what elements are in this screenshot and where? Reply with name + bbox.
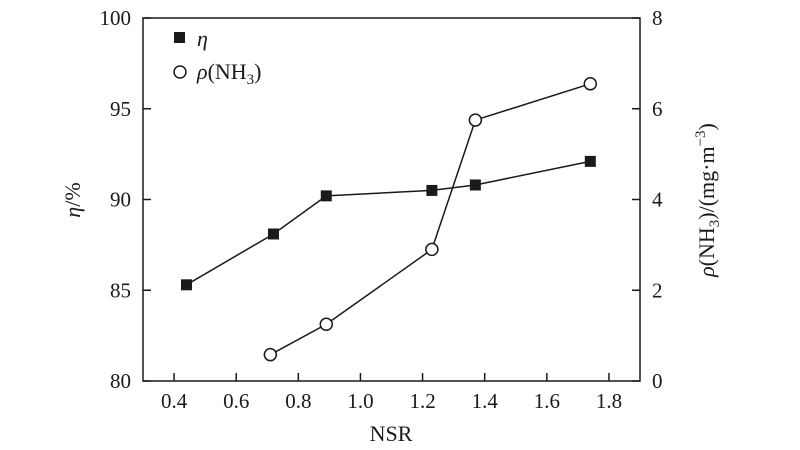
data-point-eta [469, 179, 481, 191]
y2-axis-post: ) [694, 123, 719, 130]
y-tick-label: 100 [100, 6, 132, 30]
legend-label-eta: η [197, 26, 208, 51]
legend-eta-symbol: η [197, 26, 208, 51]
data-point-eta [320, 190, 332, 202]
y-tick-label: 80 [110, 369, 131, 393]
y2-axis-sub: 3 [707, 220, 723, 228]
y2-axis-title: ρ(NH3)/(mg·m−3) [693, 123, 723, 278]
x-tick-label: 0.8 [285, 389, 311, 413]
y-tick-label: 90 [110, 188, 131, 212]
data-point-rho [425, 242, 439, 257]
series-line-1 [269, 83, 591, 356]
y2-tick-label: 4 [652, 188, 663, 212]
legend: η ρ(NH3) [173, 26, 262, 88]
x-tick-label: 1.0 [347, 389, 373, 413]
data-point-rho [583, 77, 598, 91]
y2-axis-mid: )/(mg·m [694, 146, 719, 219]
y2-tick-label: 6 [652, 97, 663, 121]
y-axis-right: 0 2 4 6 8 [632, 6, 663, 393]
legend-rho-pre: (NH [208, 59, 247, 84]
y2-tick-label: 0 [652, 369, 663, 393]
legend-rho-post: ) [254, 59, 261, 84]
legend-rho-symbol: ρ [196, 59, 208, 84]
data-point-eta [584, 155, 596, 167]
y2-tick-label: 2 [652, 278, 663, 302]
y-tick-label: 85 [110, 278, 131, 302]
legend-marker-rho [173, 65, 187, 79]
y2-tick-label: 8 [652, 6, 663, 30]
series-line-0 [186, 160, 591, 286]
data-point-rho [468, 113, 483, 127]
x-tick-label: 1.4 [472, 389, 499, 413]
data-point-rho [319, 317, 334, 332]
data-point-eta [267, 228, 279, 240]
data-point-rho [263, 347, 278, 362]
legend-rho-sub: 3 [247, 72, 255, 88]
x-tick-label: 1.6 [534, 389, 560, 413]
y2-axis-pre: (NH [694, 227, 719, 266]
y-axis-unit: /% [60, 182, 85, 206]
y-tick-label: 95 [110, 97, 131, 121]
y-axis-title: η/% [60, 182, 85, 217]
legend-marker-eta [174, 32, 185, 43]
x-tick-label: 1.8 [596, 389, 622, 413]
legend-label-rho: ρ(NH3) [196, 59, 262, 88]
x-tick-label: 1.2 [409, 389, 435, 413]
x-tick-label: 0.6 [223, 389, 249, 413]
y2-axis-symbol: ρ [694, 266, 719, 278]
x-axis-title: NSR [370, 421, 413, 446]
data-point-eta [180, 279, 192, 291]
x-axis: 0.4 0.6 0.8 1.0 1.2 1.4 1.6 1.8 [161, 373, 622, 413]
y-axis-left: 80 85 90 95 100 [100, 6, 151, 393]
x-tick-label: 0.4 [161, 389, 188, 413]
data-point-eta [426, 184, 438, 196]
series-layer [180, 77, 598, 362]
y2-axis-sup: −3 [693, 130, 709, 146]
y-axis-symbol: η [60, 207, 85, 218]
